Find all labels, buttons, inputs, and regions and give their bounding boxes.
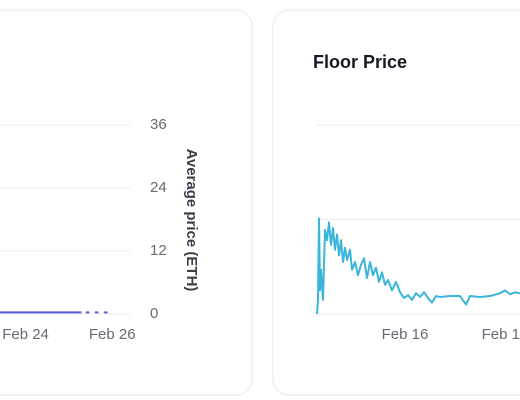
axis-title: Average price (ETH) <box>183 149 200 292</box>
chart-title: Floor Price <box>313 52 407 72</box>
x-tick-label: Feb 16 <box>382 326 429 343</box>
card <box>0 9 253 396</box>
x-tick-label: Feb 18 <box>482 326 520 343</box>
data-line <box>316 217 520 315</box>
y-tick-label: 36 <box>150 116 167 133</box>
y-tick-label: 24 <box>150 179 167 196</box>
x-tick-label: Feb 24 <box>2 326 49 343</box>
x-tick-label: Feb 26 <box>89 326 136 343</box>
card <box>272 9 520 396</box>
y-tick-label: 12 <box>150 242 167 259</box>
y-tick-label: 0 <box>150 305 158 322</box>
